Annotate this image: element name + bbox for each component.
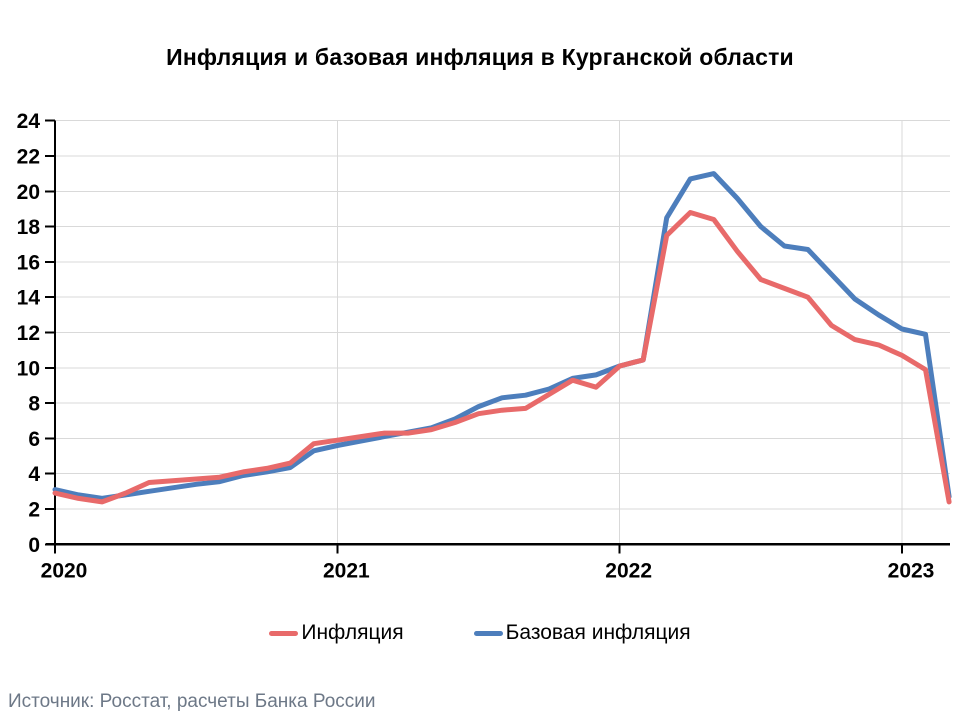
source-note: Источник: Росстат, расчеты Банка России [8,691,376,712]
chart-canvas: 0 2 4 6 8 10 12 14 16 18 20 22 24 2020 2021 2022 2023 [17,110,952,582]
svg-text:20: 20 [17,181,40,204]
svg-text:2: 2 [28,499,40,522]
svg-text:14: 14 [17,287,41,310]
inflation-line [52,210,952,505]
x-tick-labels: 2020 2021 2022 2023 [41,559,935,582]
legend-item-inflation: Инфляция [269,621,404,645]
svg-text:6: 6 [28,428,40,451]
svg-text:8: 8 [28,393,40,416]
svg-text:16: 16 [17,251,40,274]
svg-text:18: 18 [17,216,41,239]
svg-text:12: 12 [17,322,40,345]
svg-text:2023: 2023 [888,559,935,582]
svg-text:2022: 2022 [605,559,652,582]
svg-text:0: 0 [28,534,40,557]
legend-label-core-inflation: Базовая инфляция [505,621,691,644]
chart-legend: Инфляция Базовая инфляция [0,621,960,645]
svg-text:10: 10 [17,357,40,380]
svg-text:4: 4 [28,463,40,486]
legend-item-core-inflation: Базовая инфляция [473,621,691,645]
svg-text:2021: 2021 [323,559,370,582]
gridlines [55,120,950,545]
inflation-line-swatch [269,630,299,636]
svg-text:2020: 2020 [41,559,88,582]
core-inflation-line [52,171,952,501]
svg-text:22: 22 [17,146,40,169]
axes [45,119,950,554]
chart-title: Инфляция и базовая инфляция в Курганской… [166,44,794,70]
svg-text:24: 24 [17,110,41,133]
legend-label-inflation: Инфляция [301,621,404,644]
core-inflation-line-swatch [473,630,503,636]
